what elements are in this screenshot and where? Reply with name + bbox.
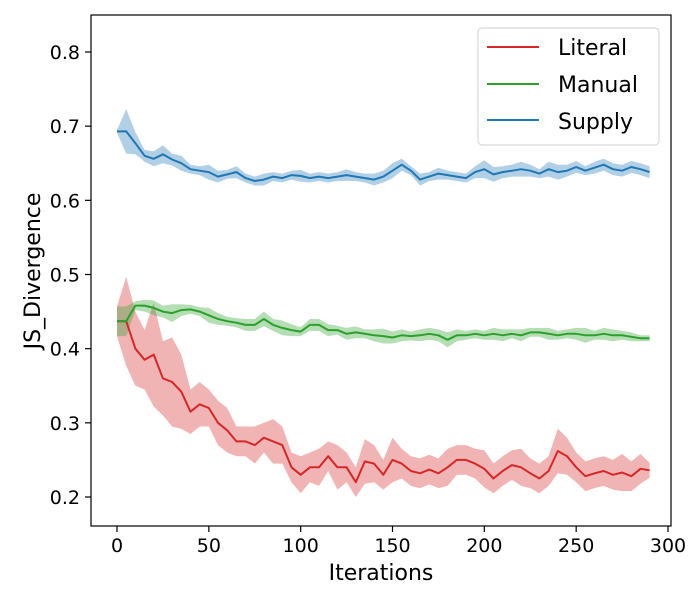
band-supply [117,109,650,186]
legend-item-literal: Literal [487,36,627,61]
x-tick-label: 0 [111,535,123,557]
y-tick-label: 0.3 [50,413,80,435]
band-manual [117,299,650,348]
y-tick-label: 0.7 [50,116,80,138]
x-tick-label: 300 [650,535,686,557]
x-axis: 0 50 100 150 200 250 300 [111,526,686,557]
legend-label-supply: Supply [558,110,633,135]
y-tick-label: 0.4 [50,339,80,361]
band-literal [117,276,650,497]
line-literal [117,320,650,484]
x-tick-label: 150 [374,535,410,557]
y-tick-label: 0.5 [50,265,80,287]
plot-frame [90,14,672,527]
y-tick-label: 0.6 [50,190,80,212]
legend-item-supply: Supply [487,110,633,135]
y-tick-label: 0.2 [50,487,80,509]
x-tick-label: 50 [197,535,221,557]
legend-label-manual: Manual [558,73,638,98]
y-axis-label: JS_Divergence [21,193,46,352]
confidence-bands [117,109,650,497]
x-axis-label: Iterations [329,561,434,586]
line-supply [117,130,650,182]
legend-item-manual: Manual [487,73,638,98]
series-lines [117,130,650,484]
legend-label-literal: Literal [558,36,627,61]
x-tick-label: 250 [558,535,594,557]
legend-box [477,27,660,146]
line-manual [117,304,650,341]
x-tick-label: 100 [283,535,319,557]
legend: Literal Manual Supply [477,27,660,146]
y-tick-label: 0.8 [50,42,80,64]
x-tick-label: 200 [466,535,502,557]
y-axis: 0.2 0.3 0.4 0.5 0.6 0.7 0.8 [50,42,91,509]
